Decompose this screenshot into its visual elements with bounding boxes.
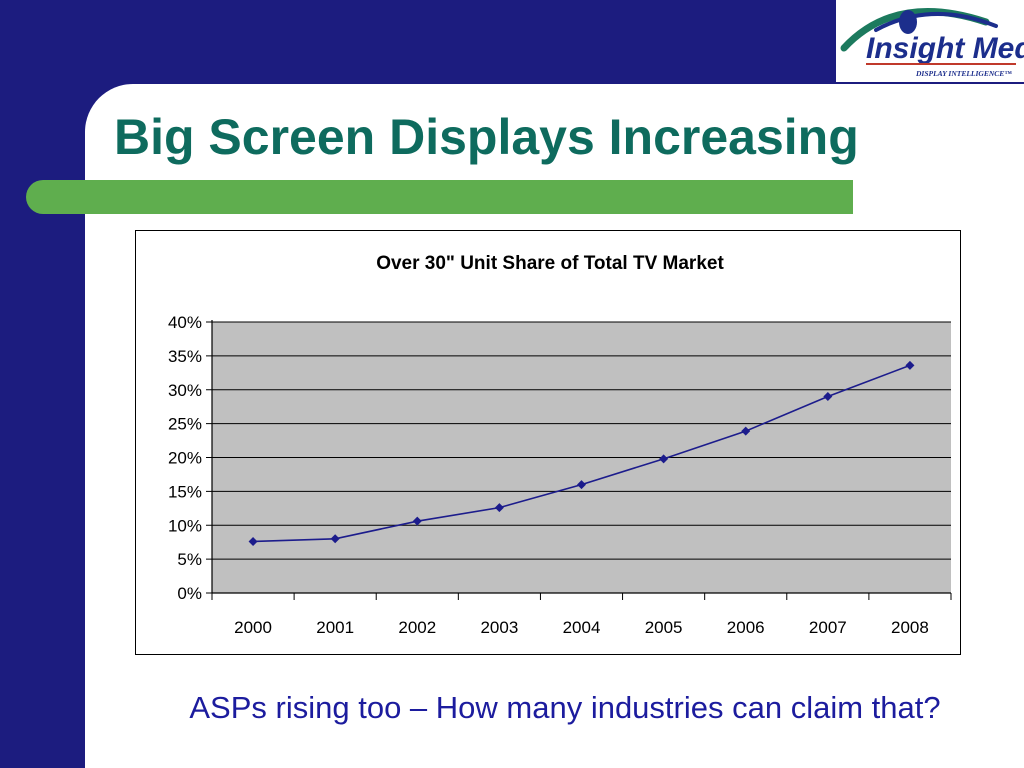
x-tick-label-2: 2002 xyxy=(398,618,436,637)
y-tick-label-3: 15% xyxy=(168,482,202,501)
x-tick-label-7: 2007 xyxy=(809,618,847,637)
chart-title: Over 30" Unit Share of Total TV Market xyxy=(376,253,724,274)
logo-tagline: DISPLAY INTELLIGENCE™ xyxy=(915,69,1012,78)
x-tick-label-1: 2001 xyxy=(316,618,354,637)
x-tick-label-4: 2004 xyxy=(563,618,601,637)
logo-name: Insight Media xyxy=(866,32,1024,65)
data-point-2003 xyxy=(494,503,504,513)
y-tick-label-8: 40% xyxy=(168,313,202,332)
x-tick-label-5: 2005 xyxy=(645,618,683,637)
x-tick-label-6: 2006 xyxy=(727,618,765,637)
insight-media-logo: Insight Media DISPLAY INTELLIGENCE™ xyxy=(840,8,1024,78)
x-tick-label-0: 2000 xyxy=(234,618,272,637)
data-point-2004 xyxy=(577,480,586,490)
y-tick-label-5: 25% xyxy=(168,415,202,434)
logo: Insight Media DISPLAY INTELLIGENCE™ xyxy=(836,0,1024,82)
y-tick-label-7: 35% xyxy=(168,347,202,366)
x-tick-label-3: 2003 xyxy=(480,618,518,637)
y-tick-label-0: 0% xyxy=(177,584,202,603)
y-tick-label-2: 10% xyxy=(168,516,202,535)
slide-title: Big Screen Displays Increasing xyxy=(114,109,859,165)
data-point-2001 xyxy=(330,534,340,544)
y-tick-label-1: 5% xyxy=(177,550,202,569)
data-point-2002 xyxy=(412,516,422,526)
data-point-2006 xyxy=(741,426,751,436)
y-tick-label-6: 30% xyxy=(168,381,202,400)
x-tick-label-8: 2008 xyxy=(891,618,929,637)
data-point-2005 xyxy=(659,454,669,464)
chart-frame: Over 30" Unit Share of Total TV Market 0… xyxy=(135,230,961,655)
slide-caption: ASPs rising too – How many industries ca… xyxy=(189,690,941,725)
data-point-2000 xyxy=(248,537,258,547)
line-chart: Over 30" Unit Share of Total TV Market 0… xyxy=(168,253,952,637)
accent-bar xyxy=(26,180,853,214)
data-point-2007 xyxy=(823,392,833,402)
data-point-2008 xyxy=(905,360,915,370)
y-tick-label-4: 20% xyxy=(168,449,202,468)
